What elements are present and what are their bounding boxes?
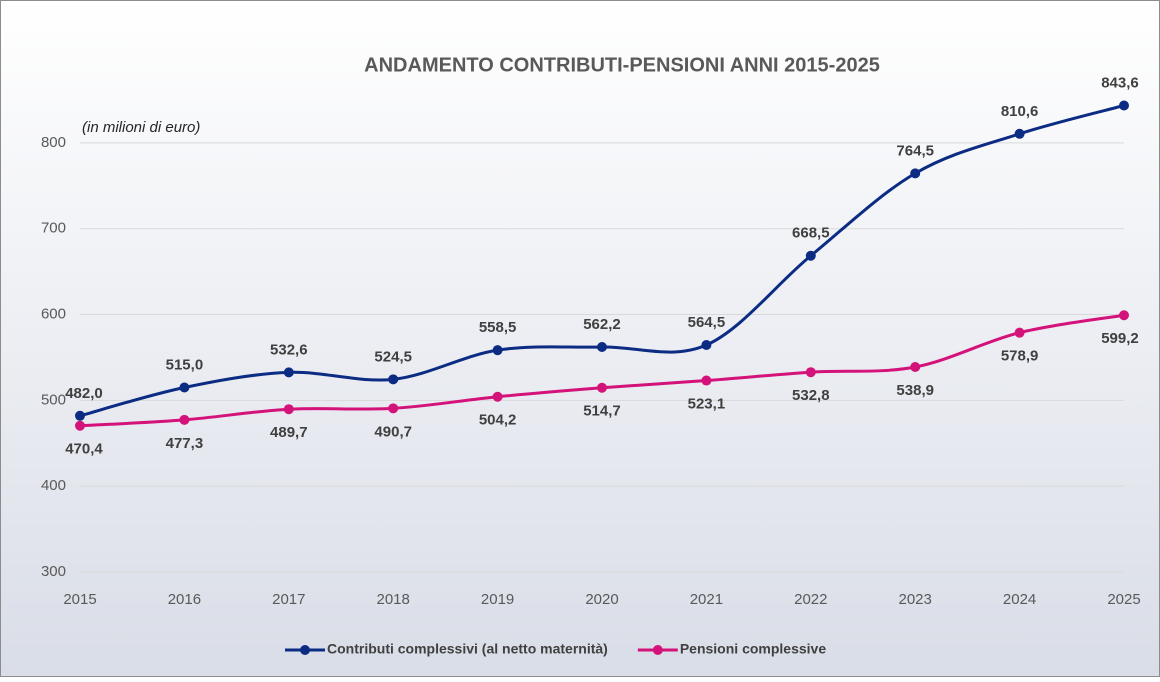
data-point bbox=[1119, 310, 1129, 321]
data-label: 524,5 bbox=[374, 348, 412, 365]
data-label: 482,0 bbox=[65, 385, 103, 402]
data-label: 515,0 bbox=[166, 356, 204, 373]
data-label: 810,6 bbox=[1001, 103, 1039, 120]
x-tick-label: 2024 bbox=[1003, 591, 1036, 608]
data-point bbox=[597, 382, 607, 393]
x-tick-label: 2017 bbox=[272, 591, 305, 608]
data-label: 489,7 bbox=[270, 424, 308, 441]
x-tick-label: 2016 bbox=[168, 591, 201, 608]
x-tick-label: 2020 bbox=[585, 591, 618, 608]
data-label: 562,2 bbox=[583, 316, 621, 333]
data-label: 764,5 bbox=[896, 142, 934, 159]
data-point bbox=[179, 414, 190, 425]
data-point bbox=[1014, 327, 1025, 338]
data-label: 558,5 bbox=[479, 319, 517, 336]
chart-title: ANDAMENTO CONTRIBUTI-PENSIONI ANNI 2015-… bbox=[364, 54, 880, 76]
data-label: 490,7 bbox=[374, 423, 412, 440]
data-point bbox=[1014, 128, 1025, 139]
data-point bbox=[1119, 100, 1129, 111]
data-point bbox=[805, 367, 816, 378]
data-point bbox=[388, 374, 399, 385]
x-tick-label: 2015 bbox=[63, 591, 96, 608]
y-tick-label: 700 bbox=[41, 220, 66, 237]
data-label: 599,2 bbox=[1101, 330, 1139, 347]
data-label: 532,8 bbox=[792, 387, 830, 404]
data-point bbox=[597, 341, 607, 352]
x-tick-label: 2022 bbox=[794, 591, 827, 608]
data-point bbox=[701, 375, 712, 386]
data-label: 477,3 bbox=[166, 435, 204, 452]
data-point bbox=[75, 420, 85, 431]
x-tick-label: 2023 bbox=[899, 591, 932, 608]
data-label: 538,9 bbox=[896, 382, 934, 399]
y-tick-label: 600 bbox=[41, 306, 66, 323]
legend-label: Contributi complessivi (al netto materni… bbox=[327, 641, 608, 657]
data-point bbox=[910, 361, 921, 372]
data-point bbox=[283, 367, 294, 378]
data-point bbox=[283, 404, 294, 415]
data-label: 578,9 bbox=[1001, 348, 1039, 365]
legend-label: Pensioni complessive bbox=[680, 641, 826, 657]
y-tick-label: 300 bbox=[41, 563, 66, 580]
y-tick-label: 400 bbox=[41, 477, 66, 494]
data-point bbox=[492, 391, 503, 402]
subtitle: (in milioni di euro) bbox=[82, 119, 200, 136]
legend-marker bbox=[300, 645, 310, 655]
data-label: 668,5 bbox=[792, 225, 830, 242]
data-label: 532,6 bbox=[270, 341, 308, 358]
y-tick-label: 800 bbox=[41, 134, 66, 151]
data-point bbox=[388, 403, 399, 414]
legend-marker bbox=[652, 645, 663, 655]
data-point bbox=[492, 345, 503, 356]
x-tick-label: 2018 bbox=[377, 591, 410, 608]
data-label: 523,1 bbox=[688, 396, 726, 413]
data-label: 514,7 bbox=[583, 403, 621, 420]
data-label: 843,6 bbox=[1101, 74, 1139, 91]
x-tick-label: 2025 bbox=[1107, 591, 1140, 608]
data-label: 564,5 bbox=[688, 314, 726, 331]
data-point bbox=[910, 168, 921, 179]
data-point bbox=[179, 382, 190, 393]
data-label: 504,2 bbox=[479, 412, 517, 429]
data-label: 470,4 bbox=[65, 441, 103, 458]
data-point bbox=[805, 250, 816, 261]
x-tick-label: 2019 bbox=[481, 591, 514, 608]
data-point bbox=[75, 410, 85, 421]
x-tick-label: 2021 bbox=[690, 591, 723, 608]
data-point bbox=[701, 340, 712, 351]
y-tick-label: 500 bbox=[41, 391, 66, 408]
